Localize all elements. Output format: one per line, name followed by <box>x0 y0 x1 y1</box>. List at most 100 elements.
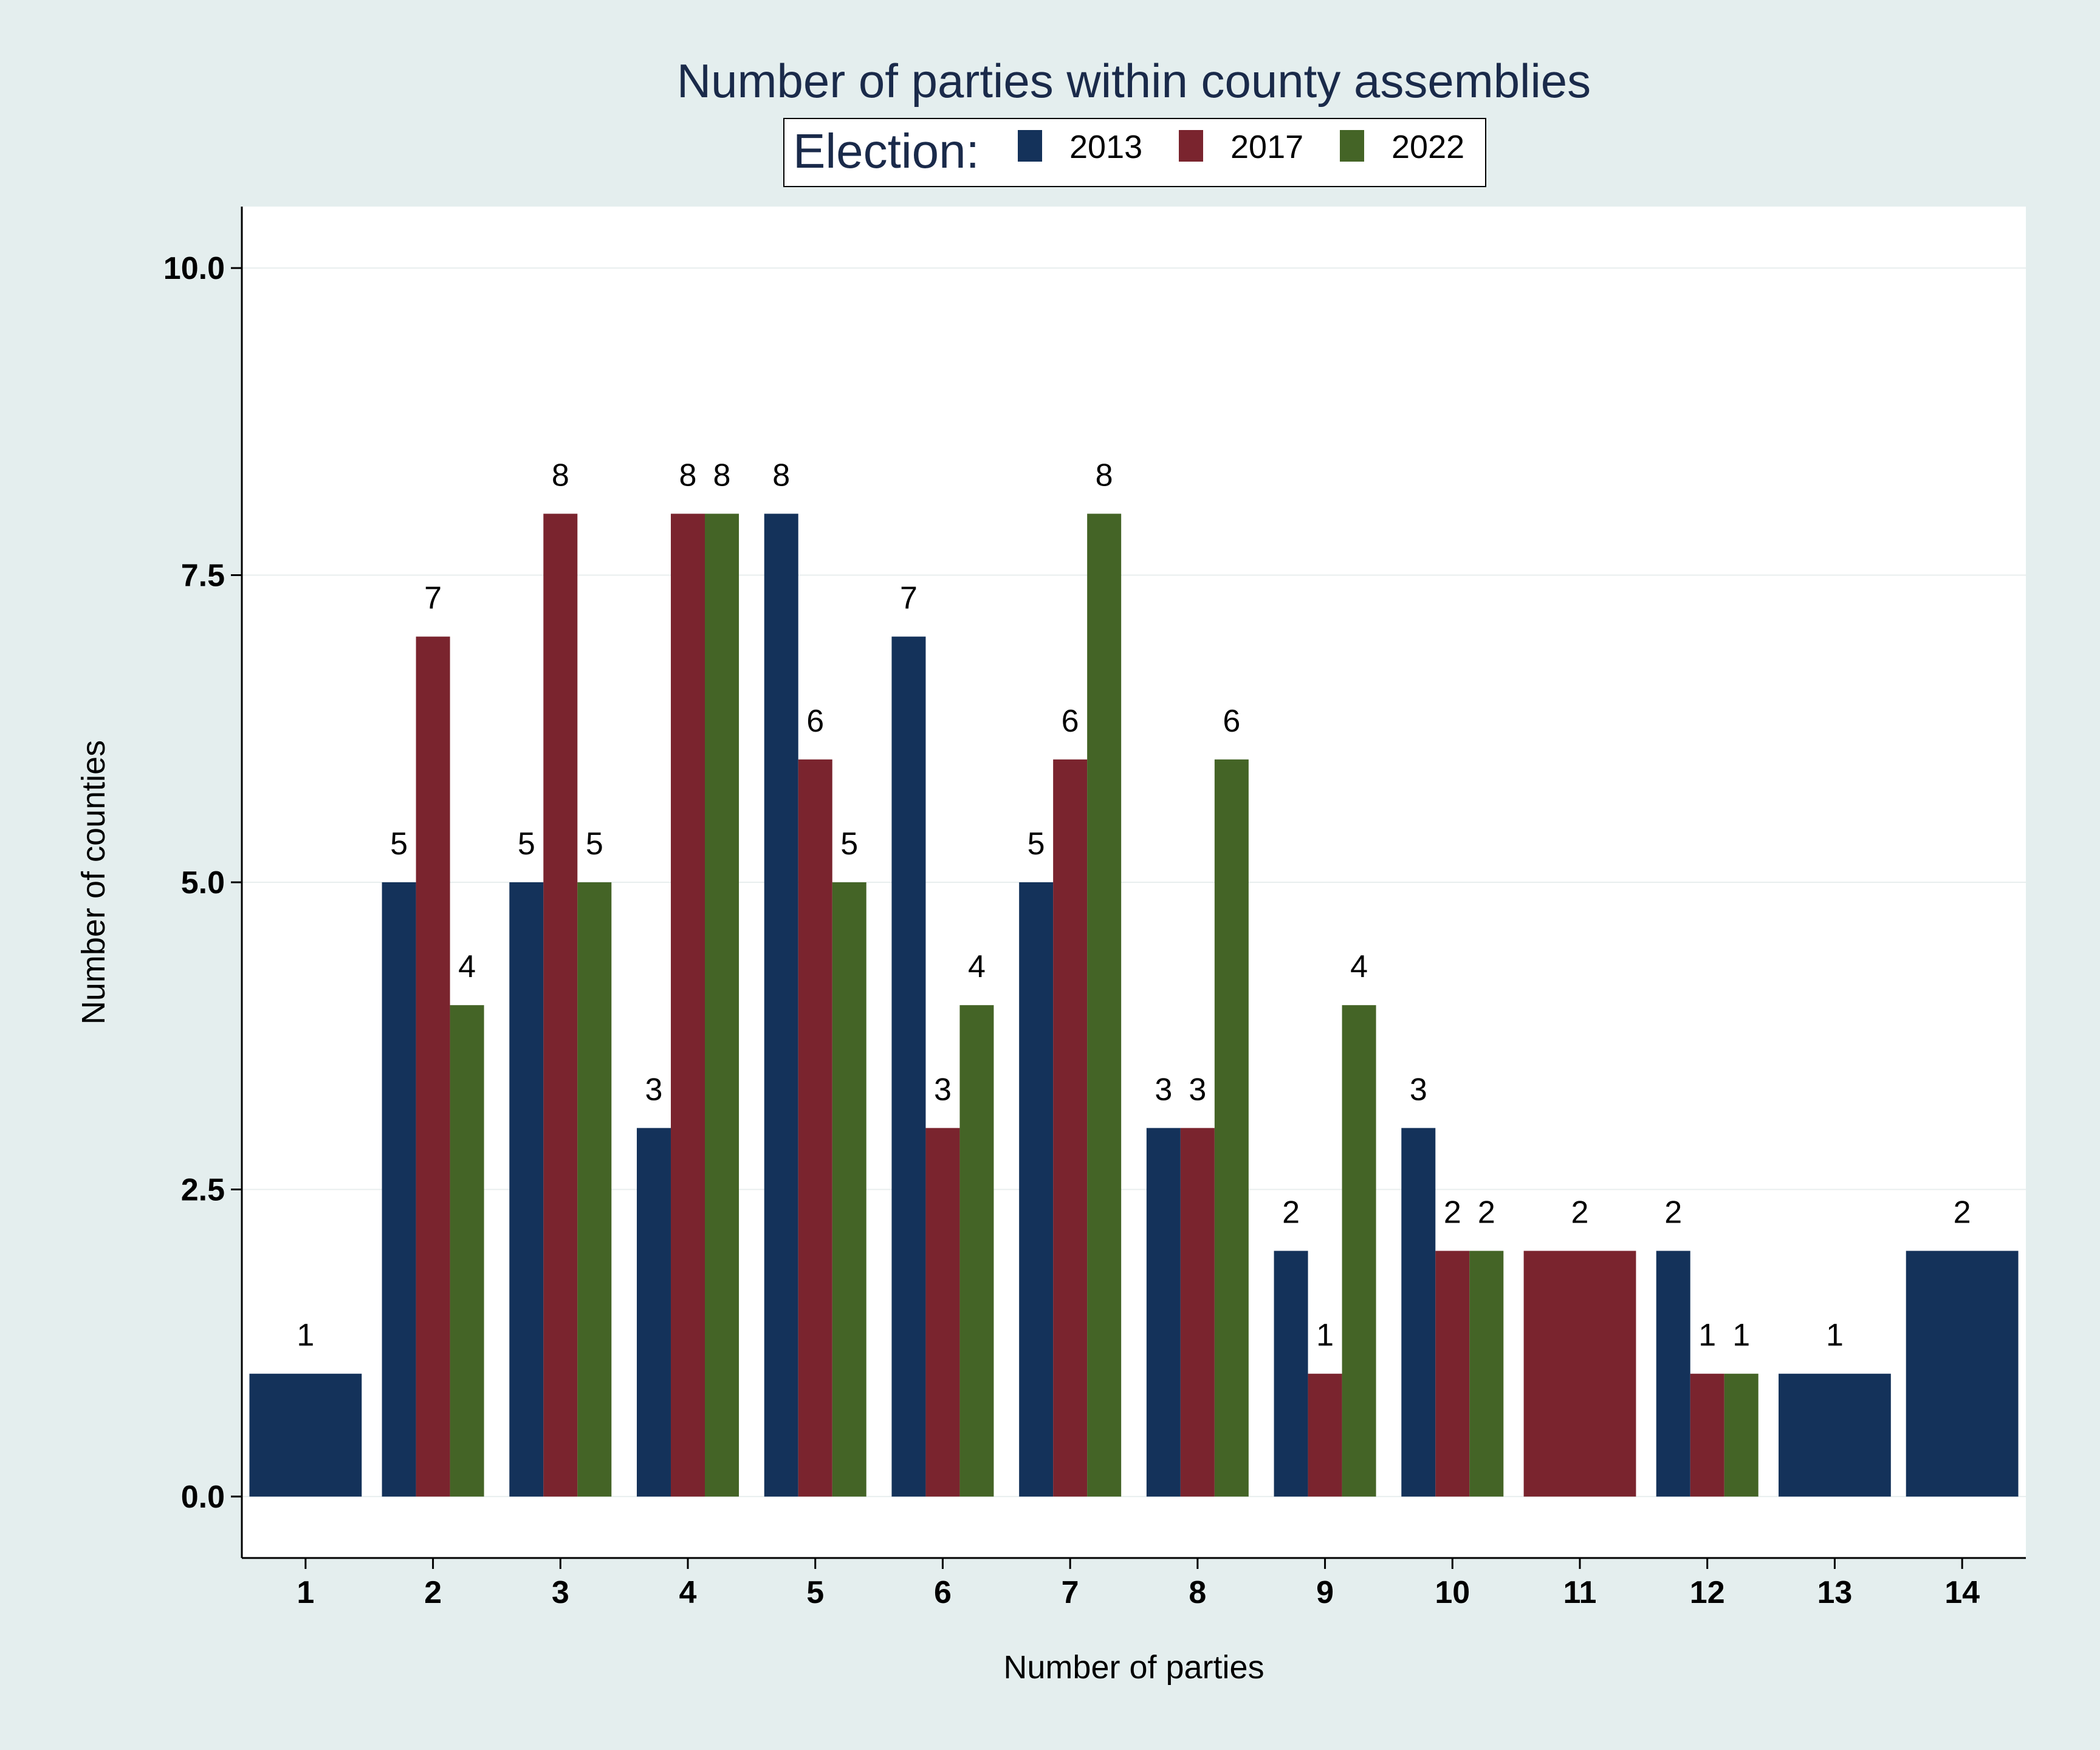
bar-2017-4 <box>671 513 705 1497</box>
y-axis-title: Number of counties <box>75 740 112 1024</box>
x-tick-label: 10 <box>1435 1575 1470 1610</box>
bar-2013-10 <box>1401 1128 1436 1497</box>
data-label-2017-6: 3 <box>934 1072 952 1107</box>
data-label-2022-4: 8 <box>713 458 731 493</box>
data-label-2013-12: 2 <box>1664 1195 1682 1230</box>
bar-2022-9 <box>1342 1005 1376 1497</box>
data-label-2013-4: 3 <box>645 1072 663 1107</box>
y-tick-label: 7.5 <box>181 558 225 594</box>
bar-2013-12 <box>1656 1251 1690 1497</box>
data-label-2013-9: 2 <box>1282 1195 1300 1230</box>
bar-2013-4 <box>637 1128 671 1497</box>
data-label-2022-3: 5 <box>586 826 603 862</box>
bar-2017-6 <box>925 1128 960 1497</box>
y-tick-label: 0.0 <box>181 1480 225 1515</box>
x-tick-label: 13 <box>1817 1575 1853 1610</box>
x-tick-label: 12 <box>1690 1575 1725 1610</box>
data-label-2022-7: 8 <box>1096 458 1113 493</box>
x-tick-label: 9 <box>1316 1575 1334 1610</box>
legend-label-2013: 2013 <box>1069 129 1142 165</box>
x-tick-label: 7 <box>1062 1575 1079 1610</box>
bar-2022-4 <box>705 513 739 1497</box>
bar-2013-3 <box>509 882 544 1497</box>
data-label-2013-14: 2 <box>1954 1195 1971 1230</box>
legend-swatch-2013 <box>1018 130 1042 162</box>
bar-2013-6 <box>891 636 926 1497</box>
legend-box <box>783 118 1486 187</box>
data-label-2022-9: 4 <box>1350 949 1368 984</box>
data-label-2017-5: 6 <box>806 704 824 739</box>
legend: Election: 2013 2017 2022 <box>783 118 1486 187</box>
data-label-2013-1: 1 <box>297 1318 314 1353</box>
data-label-2013-6: 7 <box>900 581 918 616</box>
y-tick-label: 10.0 <box>163 251 225 286</box>
data-label-2013-2: 5 <box>390 826 408 862</box>
x-axis-title: Number of parties <box>1003 1649 1264 1686</box>
bar-2013-7 <box>1019 882 1054 1497</box>
data-label-2013-8: 3 <box>1155 1072 1172 1107</box>
data-label-2022-2: 4 <box>458 949 476 984</box>
bar-2013-8 <box>1146 1128 1181 1497</box>
data-label-2017-7: 6 <box>1062 704 1079 739</box>
bar-2013-2 <box>382 882 416 1497</box>
x-tick-label: 11 <box>1563 1575 1597 1610</box>
x-tick-label: 14 <box>1944 1575 1980 1610</box>
x-tick-label: 4 <box>679 1575 697 1610</box>
bar-2013-14 <box>1906 1251 2019 1497</box>
data-label-2017-12: 1 <box>1698 1318 1716 1353</box>
data-label-2013-10: 3 <box>1410 1072 1427 1107</box>
data-label-2022-12: 1 <box>1732 1318 1750 1353</box>
data-label-2022-8: 6 <box>1223 704 1240 739</box>
bar-2022-6 <box>959 1005 994 1497</box>
y-tick-label: 5.0 <box>181 865 225 901</box>
bar-2022-3 <box>577 882 612 1497</box>
bar-2013-9 <box>1274 1251 1308 1497</box>
legend-swatch-2017 <box>1179 130 1203 162</box>
chart-title: Number of parties within county assembli… <box>677 54 1591 108</box>
bar-2017-9 <box>1308 1373 1342 1497</box>
x-tick-label: 3 <box>552 1575 569 1610</box>
data-label-2017-3: 8 <box>552 458 569 493</box>
data-label-2022-10: 2 <box>1478 1195 1495 1230</box>
data-label-2017-9: 1 <box>1316 1318 1334 1353</box>
bar-2022-10 <box>1469 1251 1504 1497</box>
data-label-2022-6: 4 <box>968 949 986 984</box>
bar-2017-3 <box>543 513 578 1497</box>
bar-2022-12 <box>1724 1373 1759 1497</box>
bar-2013-5 <box>764 513 798 1497</box>
data-label-2013-7: 5 <box>1028 826 1045 862</box>
bar-2017-8 <box>1180 1128 1215 1497</box>
data-label-2017-11: 2 <box>1571 1195 1589 1230</box>
data-label-2022-5: 5 <box>840 826 858 862</box>
data-label-2017-10: 2 <box>1444 1195 1461 1230</box>
y-tick-label: 2.5 <box>181 1172 225 1207</box>
bar-2017-2 <box>416 636 450 1497</box>
legend-swatch-2022 <box>1340 130 1364 162</box>
bar-2017-12 <box>1690 1373 1724 1497</box>
data-label-2013-13: 1 <box>1826 1318 1844 1353</box>
data-label-2017-2: 7 <box>424 581 442 616</box>
x-tick-label: 2 <box>424 1575 442 1610</box>
x-tick-label: 6 <box>934 1575 952 1610</box>
legend-label-2022: 2022 <box>1391 129 1464 165</box>
bar-2022-5 <box>832 882 866 1497</box>
data-label-2017-4: 8 <box>679 458 697 493</box>
x-tick-label: 8 <box>1189 1575 1206 1610</box>
bar-2022-8 <box>1214 759 1249 1497</box>
bar-2022-7 <box>1087 513 1122 1497</box>
bar-2013-13 <box>1779 1373 1891 1497</box>
data-label-2017-8: 3 <box>1189 1072 1206 1107</box>
data-label-2013-5: 8 <box>772 458 790 493</box>
x-tick-label: 5 <box>806 1575 824 1610</box>
bar-2017-7 <box>1053 759 1088 1497</box>
bar-2022-2 <box>450 1005 484 1497</box>
data-label-2013-3: 5 <box>518 826 535 862</box>
bar-2017-5 <box>798 759 832 1497</box>
bar-2017-10 <box>1435 1251 1470 1497</box>
x-tick-label: 1 <box>297 1575 314 1610</box>
legend-title: Election: <box>793 124 980 178</box>
bar-2017-11 <box>1523 1251 1636 1497</box>
bar-2013-1 <box>249 1373 362 1497</box>
legend-label-2017: 2017 <box>1230 129 1303 165</box>
